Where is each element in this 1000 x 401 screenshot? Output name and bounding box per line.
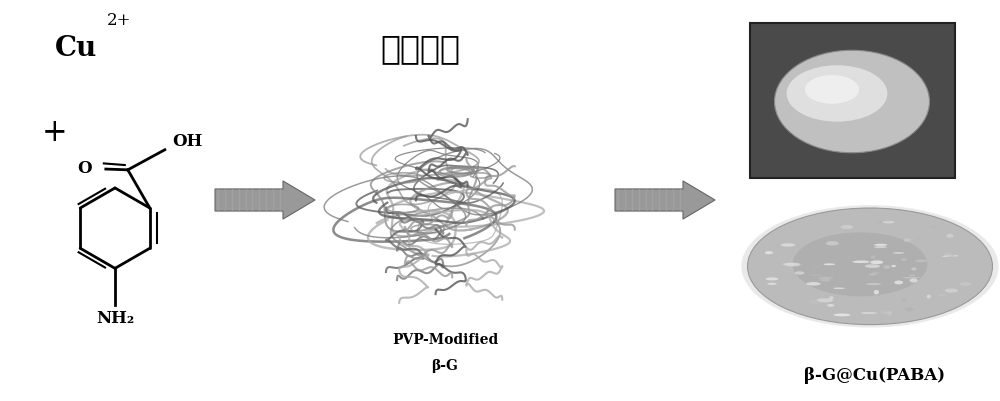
Text: β-G: β-G: [432, 358, 458, 372]
Ellipse shape: [765, 251, 773, 255]
Ellipse shape: [910, 279, 918, 283]
Ellipse shape: [905, 308, 914, 312]
Ellipse shape: [947, 238, 960, 239]
Polygon shape: [215, 181, 315, 220]
Text: PVP-Modified: PVP-Modified: [392, 332, 498, 346]
Ellipse shape: [827, 304, 834, 307]
Ellipse shape: [766, 278, 778, 281]
Ellipse shape: [942, 256, 956, 257]
Ellipse shape: [812, 266, 821, 268]
Ellipse shape: [882, 221, 895, 224]
Ellipse shape: [767, 283, 777, 285]
Ellipse shape: [944, 253, 953, 255]
Ellipse shape: [901, 259, 907, 261]
Text: NH₂: NH₂: [96, 310, 134, 326]
Ellipse shape: [805, 76, 859, 105]
Ellipse shape: [795, 271, 804, 275]
Ellipse shape: [915, 260, 928, 263]
Polygon shape: [615, 181, 715, 220]
Ellipse shape: [837, 240, 841, 242]
Text: 共沉淠法: 共沉淠法: [380, 32, 460, 65]
Ellipse shape: [947, 256, 964, 257]
Ellipse shape: [883, 265, 890, 269]
Ellipse shape: [960, 282, 971, 286]
Ellipse shape: [806, 282, 821, 286]
Ellipse shape: [874, 244, 887, 246]
Ellipse shape: [871, 256, 875, 259]
Ellipse shape: [945, 289, 958, 293]
Text: +: +: [42, 117, 68, 148]
Ellipse shape: [864, 264, 874, 265]
Ellipse shape: [833, 288, 845, 290]
Ellipse shape: [809, 275, 823, 277]
Ellipse shape: [903, 277, 920, 279]
Ellipse shape: [774, 51, 930, 154]
Ellipse shape: [882, 312, 892, 315]
Ellipse shape: [869, 274, 876, 276]
Ellipse shape: [938, 294, 945, 296]
Ellipse shape: [793, 233, 927, 297]
Ellipse shape: [741, 206, 999, 328]
FancyBboxPatch shape: [750, 24, 955, 178]
Text: O: O: [78, 160, 92, 177]
Ellipse shape: [894, 281, 903, 285]
Ellipse shape: [874, 247, 887, 249]
Ellipse shape: [816, 298, 833, 303]
Ellipse shape: [917, 238, 922, 241]
Ellipse shape: [866, 283, 881, 286]
Ellipse shape: [929, 227, 938, 229]
Ellipse shape: [874, 290, 879, 295]
Ellipse shape: [870, 261, 883, 265]
Ellipse shape: [748, 209, 992, 325]
Ellipse shape: [781, 244, 795, 247]
Ellipse shape: [875, 221, 889, 225]
Ellipse shape: [903, 239, 911, 243]
Ellipse shape: [909, 275, 915, 277]
Ellipse shape: [824, 264, 835, 265]
Ellipse shape: [829, 296, 834, 300]
Ellipse shape: [782, 263, 797, 265]
Ellipse shape: [852, 261, 870, 263]
Ellipse shape: [865, 265, 880, 268]
Ellipse shape: [887, 312, 892, 316]
Ellipse shape: [836, 220, 850, 223]
Ellipse shape: [911, 268, 917, 271]
Ellipse shape: [947, 234, 953, 239]
Ellipse shape: [820, 278, 830, 282]
Ellipse shape: [821, 306, 835, 308]
Ellipse shape: [762, 264, 769, 267]
Ellipse shape: [902, 299, 907, 302]
Ellipse shape: [808, 300, 819, 304]
Ellipse shape: [871, 272, 879, 275]
Ellipse shape: [861, 312, 877, 314]
Ellipse shape: [891, 265, 896, 267]
Ellipse shape: [818, 277, 834, 279]
Text: 2+: 2+: [107, 12, 132, 28]
Ellipse shape: [954, 255, 958, 257]
Ellipse shape: [893, 253, 904, 254]
Ellipse shape: [784, 263, 801, 267]
Ellipse shape: [787, 66, 887, 122]
Ellipse shape: [826, 241, 839, 246]
Text: Cu: Cu: [55, 34, 97, 62]
Ellipse shape: [927, 295, 931, 299]
Ellipse shape: [834, 314, 851, 316]
Ellipse shape: [841, 225, 853, 229]
Text: β-G@Cu(PABA): β-G@Cu(PABA): [804, 367, 946, 383]
Text: OH: OH: [172, 133, 202, 150]
